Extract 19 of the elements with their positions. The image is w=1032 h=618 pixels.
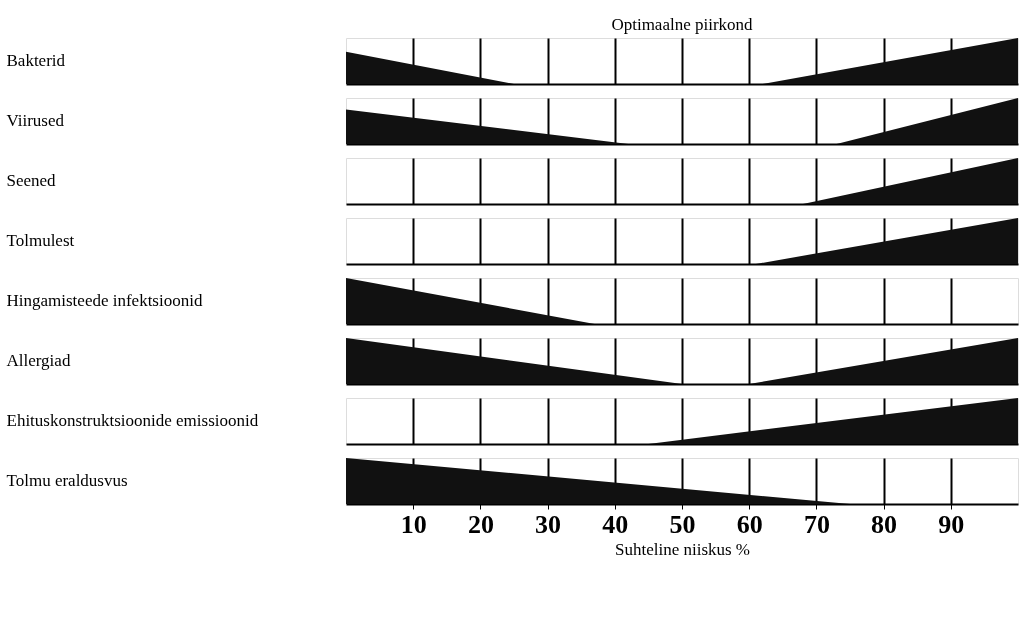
x-tick-label: 30 (535, 509, 562, 539)
x-axis-title: Suhteline niiskus % (614, 539, 751, 559)
y-axis-title: Ehituskonstruktsioonide emissioonid (6, 410, 259, 430)
x-tick-label: 90 (938, 509, 965, 539)
x-tick-label: 70 (803, 509, 830, 539)
x-tick-label: 60 (736, 509, 763, 539)
y-axis-title: Allergiad (6, 350, 71, 370)
x-tick-label: 50 (669, 509, 696, 539)
y-axis-title: Viirused (6, 110, 65, 130)
x-tick-label: 40 (602, 509, 629, 539)
y-axis-title: Tolmu eraldusvus (6, 470, 128, 490)
y-axis-title: Seened (6, 170, 57, 190)
y-axis-title: Bakterid (6, 50, 66, 70)
x-tick-label: 20 (467, 509, 494, 539)
x-tick-label: 80 (871, 509, 898, 539)
x-tick-label: 10 (400, 509, 427, 539)
chart-title: Optimaalne piirkond (611, 15, 754, 34)
y-axis-title: Hingamisteede infektsioonid (6, 290, 203, 310)
y-axis-title: Tolmulest (6, 230, 75, 250)
